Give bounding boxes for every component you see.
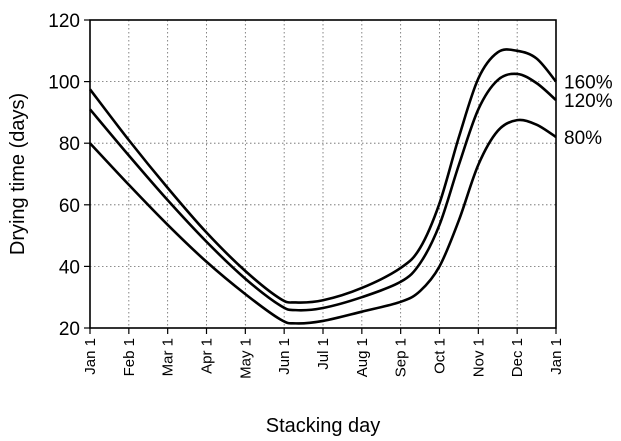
y-axis-title: Drying time (days) bbox=[7, 93, 29, 255]
x-tick-label: Aug 1 bbox=[354, 338, 371, 377]
y-axis-ticks: 20 40 60 80 100 120 bbox=[48, 11, 90, 340]
series-label: 120% bbox=[564, 91, 613, 112]
x-tick-label: Sep 1 bbox=[393, 338, 410, 377]
y-tick-label: 20 bbox=[59, 319, 80, 340]
y-tick-label: 120 bbox=[48, 11, 80, 32]
series-label: 160% bbox=[564, 73, 613, 94]
x-tick-label: Jan 1 bbox=[82, 338, 99, 375]
x-tick-label: May 1 bbox=[237, 338, 254, 379]
x-tick-label: Dec 1 bbox=[509, 338, 526, 377]
series-line bbox=[89, 118, 557, 325]
x-axis-ticks: Jan 1 Feb 1 Mar 1 Apr 1 May 1 Jun 1 Jul 1 Aug 1… bbox=[82, 328, 565, 379]
series-line bbox=[88, 48, 558, 304]
y-tick-label: 80 bbox=[59, 134, 80, 155]
x-tick-label: Jan 1 bbox=[548, 338, 565, 375]
series-label: 80% bbox=[564, 128, 602, 149]
x-tick-label: Feb 1 bbox=[121, 338, 138, 376]
series-labels: 160%120% 80% bbox=[564, 73, 613, 149]
x-tick-label: Nov 1 bbox=[470, 338, 487, 377]
y-tick-label: 40 bbox=[59, 257, 80, 278]
y-tick-label: 100 bbox=[48, 73, 80, 94]
x-tick-label: Jul 1 bbox=[315, 338, 332, 370]
series-lines bbox=[88, 48, 558, 325]
y-tick-label: 60 bbox=[59, 196, 80, 217]
series-line bbox=[89, 72, 557, 312]
x-tick-label: Jun 1 bbox=[276, 338, 293, 375]
x-tick-label: Mar 1 bbox=[160, 338, 177, 376]
x-tick-label: Apr 1 bbox=[199, 338, 216, 374]
x-tick-label: Oct 1 bbox=[432, 338, 449, 374]
x-axis-title: Stacking day bbox=[266, 415, 381, 437]
